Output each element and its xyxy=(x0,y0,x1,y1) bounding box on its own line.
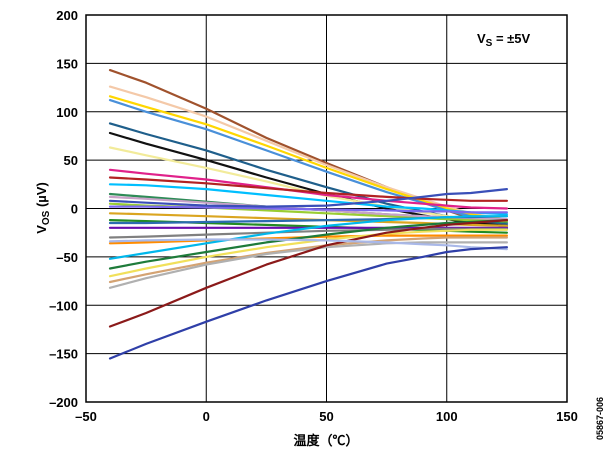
x-tick-labels: –50 0 50 100 150 xyxy=(75,409,578,424)
y-tick-label: 50 xyxy=(64,153,78,168)
series-line-28 xyxy=(108,246,508,360)
y-tick-label: 150 xyxy=(56,56,78,71)
y-axis-label: VOS (µV) xyxy=(34,182,52,234)
series-line-25 xyxy=(108,241,508,289)
x-tick-label: –50 xyxy=(75,409,97,424)
y-tick-label: –200 xyxy=(49,395,78,410)
series-line-24 xyxy=(108,236,508,284)
y-tick-label: 0 xyxy=(71,202,78,217)
y-axis-label-unit: (µV) xyxy=(34,182,49,210)
y-tick-label: 200 xyxy=(56,8,78,23)
series-line-26 xyxy=(108,219,508,328)
x-axis-label: 温度（℃） xyxy=(293,433,358,448)
grid xyxy=(86,15,567,402)
y-axis-label-main: V xyxy=(34,225,49,234)
series-line-23 xyxy=(108,228,508,278)
y-tick-labels: –200 –150 –100 –50 0 50 100 150 200 xyxy=(49,8,78,410)
series-line-22 xyxy=(108,219,508,270)
x-tick-label: 0 xyxy=(203,409,210,424)
y-axis-label-sub: OS xyxy=(41,210,52,225)
supply-annotation-main: V xyxy=(477,31,486,46)
supply-annotation-sub: S xyxy=(486,38,493,49)
figure-id: 05867-006 xyxy=(595,397,605,440)
series-line-14 xyxy=(108,205,508,214)
series-line-2 xyxy=(108,85,508,222)
y-tick-label: –100 xyxy=(49,298,78,313)
series-line-4 xyxy=(108,98,508,224)
series-line-8 xyxy=(108,168,508,210)
series-line-29 xyxy=(108,188,508,208)
x-tick-label: 150 xyxy=(556,409,578,424)
x-tick-label: 50 xyxy=(319,409,333,424)
y-tick-label: 100 xyxy=(56,105,78,120)
supply-annotation-rest: = ±5V xyxy=(492,31,530,46)
plot-frame xyxy=(85,14,568,403)
series-line-27 xyxy=(108,238,508,251)
supply-annotation: VS = ±5V xyxy=(477,31,531,49)
series-line-9 xyxy=(108,176,508,202)
x-tick-label: 100 xyxy=(436,409,458,424)
series-lines xyxy=(108,68,508,360)
y-tick-label: –50 xyxy=(56,250,78,265)
series-line-21 xyxy=(108,215,508,260)
y-tick-label: –150 xyxy=(49,347,78,362)
